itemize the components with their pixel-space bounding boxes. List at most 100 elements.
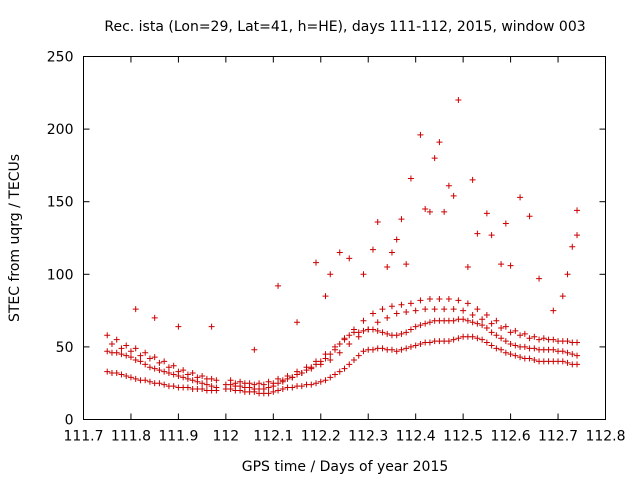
data-point	[436, 295, 443, 302]
data-point	[412, 307, 419, 314]
data-point	[488, 342, 495, 349]
data-point	[445, 338, 452, 345]
data-point	[502, 323, 509, 330]
data-point	[403, 261, 410, 268]
y-tick-label: 50	[56, 340, 74, 356]
data-point	[479, 336, 486, 343]
data-point	[393, 310, 400, 317]
data-point	[346, 340, 353, 347]
data-point	[441, 306, 448, 313]
data-point	[512, 352, 519, 359]
data-point	[284, 372, 291, 379]
data-point	[374, 327, 381, 334]
data-point	[265, 378, 272, 385]
data-point	[279, 386, 286, 393]
y-tick-label: 150	[47, 195, 74, 211]
data-point	[521, 343, 528, 350]
data-point	[384, 264, 391, 271]
data-point	[569, 243, 576, 250]
data-point	[332, 343, 339, 350]
data-point	[298, 383, 305, 390]
data-point	[502, 338, 509, 345]
data-point	[294, 319, 301, 326]
data-point	[464, 317, 471, 324]
data-point	[369, 310, 376, 317]
data-point	[322, 293, 329, 300]
data-point	[118, 345, 125, 352]
data-point	[146, 355, 153, 362]
data-point	[199, 380, 206, 387]
data-point	[564, 359, 571, 366]
data-point	[464, 300, 471, 307]
data-point	[393, 332, 400, 339]
data-point	[123, 372, 130, 379]
data-point	[512, 342, 519, 349]
data-point	[151, 314, 158, 321]
data-point	[426, 208, 433, 215]
data-point	[574, 339, 581, 346]
data-point	[170, 371, 177, 378]
data-point	[417, 297, 424, 304]
data-point	[469, 319, 476, 326]
data-point	[540, 335, 547, 342]
x-tick-label: 112.2	[301, 429, 341, 445]
data-point	[474, 230, 481, 237]
data-point	[308, 365, 315, 372]
data-point	[550, 307, 557, 314]
data-point	[559, 348, 566, 355]
data-point	[341, 335, 348, 342]
data-point	[127, 354, 134, 361]
data-point	[436, 139, 443, 146]
data-point	[327, 271, 334, 278]
data-point	[531, 345, 538, 352]
data-point	[422, 205, 429, 212]
data-point	[279, 377, 286, 384]
data-point	[336, 249, 343, 256]
data-points	[104, 97, 581, 397]
data-point	[512, 327, 519, 334]
data-point	[142, 377, 149, 384]
data-point	[555, 338, 562, 345]
data-point	[327, 356, 334, 363]
data-point	[531, 356, 538, 363]
data-point	[407, 326, 414, 333]
data-point	[180, 374, 187, 381]
x-tick-label: 112.1	[253, 429, 293, 445]
data-point	[488, 232, 495, 239]
data-point	[118, 351, 125, 358]
data-point	[393, 348, 400, 355]
data-point	[317, 361, 324, 368]
data-point	[388, 303, 395, 310]
x-tick-label: 112.5	[443, 429, 483, 445]
data-point	[104, 348, 111, 355]
data-point	[113, 370, 120, 377]
data-point	[479, 316, 486, 323]
data-point	[445, 295, 452, 302]
data-point	[531, 333, 538, 340]
data-point	[227, 377, 234, 384]
data-point	[350, 326, 357, 333]
data-point	[407, 300, 414, 307]
data-point	[303, 364, 310, 371]
data-point	[151, 354, 158, 361]
data-point	[360, 271, 367, 278]
data-point	[350, 356, 357, 363]
data-point	[132, 306, 139, 313]
data-point	[346, 255, 353, 262]
data-point	[398, 346, 405, 353]
data-point	[213, 377, 220, 384]
data-point	[550, 346, 557, 353]
data-point	[251, 381, 258, 388]
data-point	[393, 236, 400, 243]
data-point	[336, 368, 343, 375]
data-point	[265, 384, 272, 391]
x-tick-label: 112.4	[396, 429, 436, 445]
data-point	[417, 340, 424, 347]
data-point	[498, 335, 505, 342]
y-tick-label: 250	[47, 50, 74, 66]
x-tick-label: 112.7	[538, 429, 578, 445]
data-point	[270, 380, 277, 387]
data-point	[203, 381, 210, 388]
data-point	[327, 374, 334, 381]
